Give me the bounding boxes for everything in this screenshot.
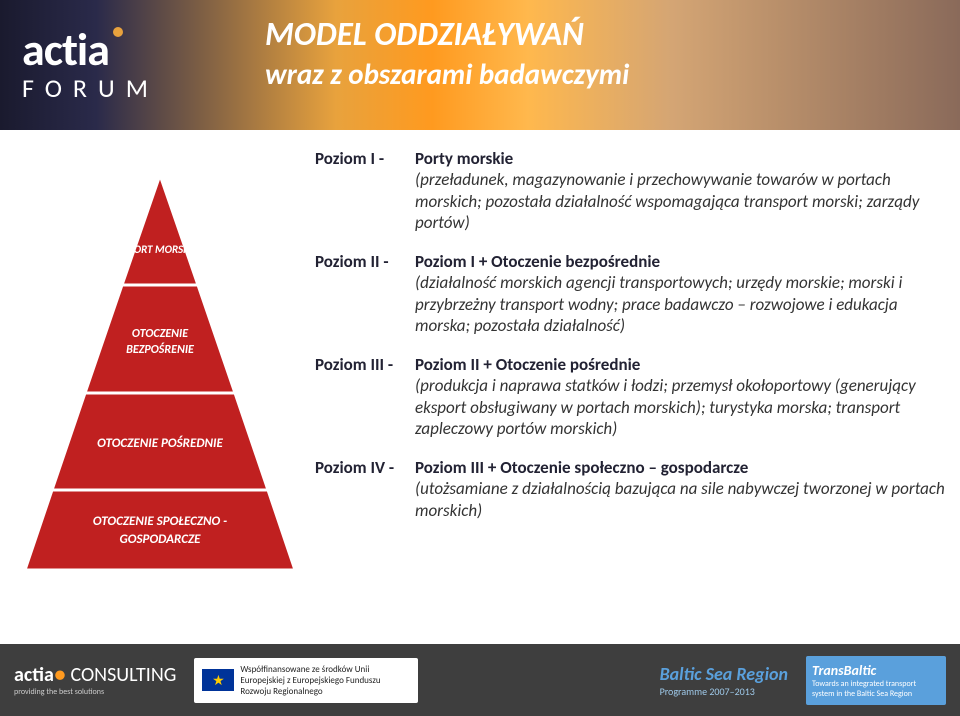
level-row: Poziom II - Poziom I + Otoczenie bezpośr… [315, 251, 945, 336]
level-head: Poziom II + Otoczenie pośrednie [415, 354, 945, 375]
level-row: Poziom IV - Poziom III + Otoczenie społe… [315, 457, 945, 521]
footer-logo-sub: CONSULTING [70, 663, 176, 687]
level-definitions: Poziom I - Porty morskie (przeładunek, m… [315, 148, 945, 539]
level-head: Porty morskie [415, 148, 945, 169]
logo-sub: FORUM [22, 72, 159, 104]
slide-title: MODEL ODDZIAŁYWAŃ wraz z obszarami badaw… [265, 14, 629, 92]
pyramid-diagram: PORT MORSKI OTOCZENIE BEZPOŚRENIE OTOCZE… [25, 175, 295, 605]
eu-funding-block: ★ Współfinansowane ze środków Unii Europ… [194, 658, 418, 703]
footer-logo-name: actia [14, 663, 54, 687]
transbaltic-logo: TransBaltic Towards an integrated transp… [806, 656, 946, 705]
footer-bar: actia● CONSULTING providing the best sol… [0, 644, 960, 716]
pyramid-label-2a: OTOCZENIE [132, 327, 189, 341]
level-head: Poziom I + Otoczenie bezpośrednie [415, 251, 945, 272]
pyramid-tier-1 [122, 175, 198, 285]
eu-flag-icon: ★ [202, 669, 234, 691]
level-tag: Poziom III - [315, 354, 415, 439]
bsr-sub: Programme 2007–2013 [660, 685, 788, 698]
dot-icon: ● [54, 663, 66, 687]
logo-actia-forum: actia FORUM [22, 22, 159, 104]
pyramid-label-1: PORT MORSKI [128, 243, 192, 256]
title-line1: MODEL ODDZIAŁYWAŃ [265, 14, 629, 54]
level-desc: (produkcja i naprawa statków i łodzi; pr… [415, 375, 945, 439]
bsr-title: Baltic Sea Region [660, 663, 788, 685]
level-desc: (działalność morskich agencji transporto… [415, 272, 945, 336]
pyramid-label-4b: GOSPODARCZE [120, 532, 202, 547]
title-line2: wraz z obszarami badawczymi [265, 56, 629, 92]
level-desc: (przeładunek, magazynowanie i przechowyw… [415, 169, 945, 233]
level-row: Poziom I - Porty morskie (przeładunek, m… [315, 148, 945, 233]
tb-title: TransBaltic [812, 662, 940, 679]
pyramid-tier-4 [25, 490, 295, 570]
pyramid-label-3: OTOCZENIE POŚREDNIE [97, 435, 223, 451]
footer-logo-consulting: actia● CONSULTING providing the best sol… [14, 663, 176, 697]
logo-name: actia [22, 22, 109, 78]
level-tag: Poziom II - [315, 251, 415, 336]
level-head: Poziom III + Otoczenie społeczno – gospo… [415, 457, 945, 478]
pyramid-label-2b: BEZPOŚRENIE [126, 343, 195, 357]
baltic-sea-region-logo: Baltic Sea Region Programme 2007–2013 [660, 663, 788, 698]
level-tag: Poziom I - [315, 148, 415, 233]
pyramid-label-4a: OTOCZENIE SPOŁECZNO - [93, 514, 227, 529]
tb-sub: Towards an integrated transport system i… [812, 679, 940, 699]
eu-funding-text: Współfinansowane ze środków Unii Europej… [240, 664, 410, 697]
level-desc: (utożsamiane z działalnością bazująca na… [415, 478, 945, 521]
level-tag: Poziom IV - [315, 457, 415, 521]
logo-dot-icon [113, 27, 123, 37]
footer-logo-tag: providing the best solutions [14, 687, 176, 697]
level-row: Poziom III - Poziom II + Otoczenie pośre… [315, 354, 945, 439]
